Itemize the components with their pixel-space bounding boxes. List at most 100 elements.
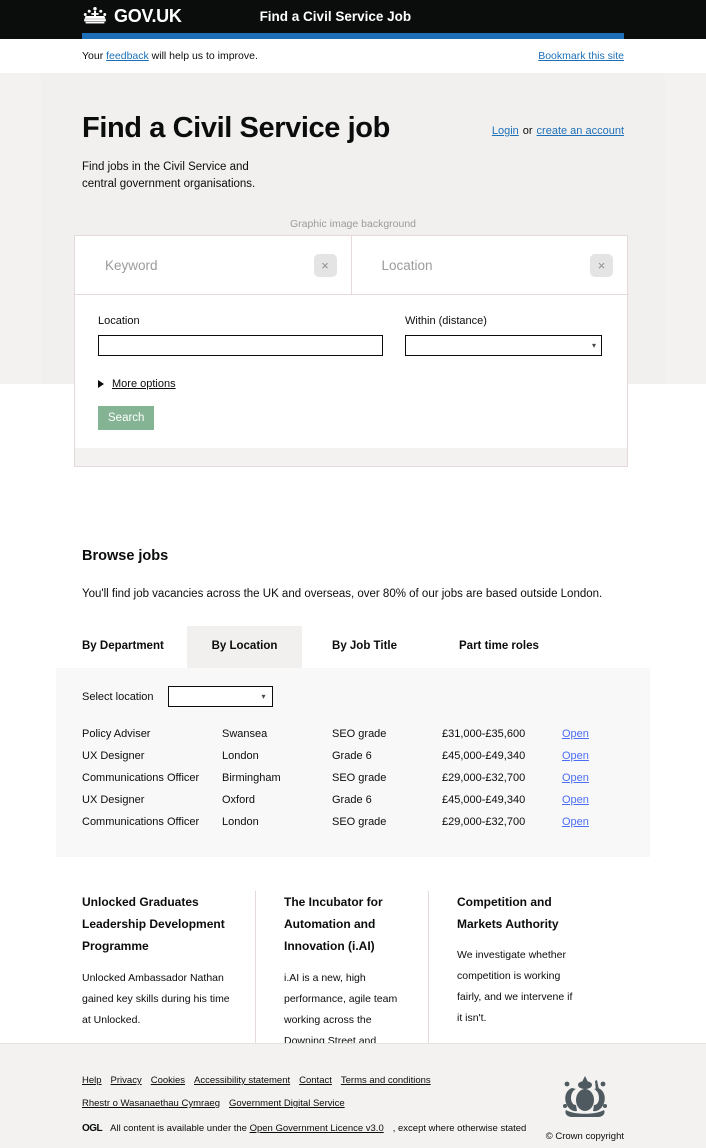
footer-link-cookies[interactable]: Cookies <box>150 1075 186 1086</box>
tab-by-department[interactable]: By Department <box>82 640 164 652</box>
table-row[interactable]: Communications Officer London SEO grade … <box>82 811 624 833</box>
footer-links: Help Privacy Cookies Accessibility statemen… <box>82 1070 526 1142</box>
table-row[interactable]: UX Designer London Grade 6 £45,000-£49,3… <box>82 745 624 767</box>
job-title: Communications Officer <box>82 772 200 784</box>
more-options-label: More options <box>112 378 176 390</box>
job-location: Swansea <box>222 728 268 740</box>
footer-link-contact[interactable]: Contact <box>299 1075 332 1086</box>
open-link[interactable]: Open <box>562 772 589 784</box>
govuk-header: GOV.UK Find a Civil Service Job <box>0 0 706 33</box>
page-title: Find a Civil Service job <box>82 112 390 144</box>
auth-separator: or <box>522 125 533 137</box>
job-grade: Grade 6 <box>332 794 372 806</box>
search-body: Location Within (distance) ▾ More option… <box>75 294 627 448</box>
job-salary: £29,000-£32,700 <box>442 772 526 784</box>
browse-jobs-section: Browse jobs You'll find job vacancies ac… <box>0 398 706 857</box>
job-open-cell: Open <box>562 745 624 767</box>
footer-link-privacy[interactable]: Privacy <box>110 1075 142 1086</box>
chevron-down-icon: ▾ <box>591 340 596 350</box>
blue-accent-bar-wrap <box>0 33 706 39</box>
promo-card-heading: Unlocked Graduates Leadership Developmen… <box>82 895 225 954</box>
keyword-field-wrap: Keyword × <box>75 236 351 294</box>
ogl-text-prefix: All content is available under the <box>110 1123 250 1134</box>
footer-link-help[interactable]: Help <box>82 1075 102 1086</box>
footer-link-terms-and-conditions[interactable]: Terms and conditions <box>340 1075 431 1086</box>
hero-title-row: Find a Civil Service job Login or create a… <box>82 112 624 145</box>
tab-by-location[interactable]: By Location <box>187 626 302 668</box>
job-open-cell: Open <box>562 811 624 833</box>
search-top-row: Keyword × Location × <box>75 236 627 294</box>
crest-column: © Crown copyright <box>546 1070 624 1142</box>
job-title: UX Designer <box>82 794 145 806</box>
table-row[interactable]: Communications Officer Birmingham SEO gr… <box>82 767 624 789</box>
feedback-strip: Your feedback will help us to improve. B… <box>0 39 706 73</box>
promo-card-heading: Competition and Markets Authority <box>457 895 559 932</box>
auth-links: Login or create an account <box>492 113 624 137</box>
open-link[interactable]: Open <box>562 794 589 806</box>
job-grade: SEO grade <box>332 772 387 784</box>
login-link[interactable]: Login <box>491 125 519 137</box>
browse-jobs-intro: You'll find job vacancies across the UK … <box>82 588 603 600</box>
job-location: Oxford <box>222 794 256 806</box>
feedback-prefix: Your <box>82 50 107 62</box>
promo-card-heading: The Incubator for Automation and Innovat… <box>284 895 383 954</box>
feedback-link[interactable]: feedback <box>106 50 149 62</box>
feedback-message: Your feedback will help us to improve. <box>82 50 258 62</box>
select-location-row: Select location ▾ <box>82 686 624 707</box>
browse-tabs: By Department By Location By Job Title P… <box>82 626 624 668</box>
open-link[interactable]: Open <box>562 728 589 740</box>
crown-icon <box>82 5 108 29</box>
location-input[interactable] <box>98 335 383 356</box>
search-panel-footer <box>75 448 627 466</box>
royal-coat-of-arms-icon <box>554 1076 616 1126</box>
job-location: London <box>222 750 259 762</box>
job-grade: Grade 6 <box>332 750 372 762</box>
open-link[interactable]: Open <box>562 816 589 828</box>
location-input-top[interactable]: Location <box>381 257 433 273</box>
within-distance-group: Within (distance) ▾ <box>405 315 602 356</box>
ogl-link[interactable]: Open Government Licence v3.0 <box>249 1123 384 1134</box>
bookmark-site-link[interactable]: Bookmark this site <box>538 50 624 62</box>
browse-jobs-title: Browse jobs <box>82 548 169 564</box>
job-open-cell: Open <box>562 767 624 789</box>
keyword-input[interactable]: Keyword <box>105 257 158 273</box>
table-row[interactable]: Policy Adviser Swansea SEO grade £31,000… <box>82 723 624 745</box>
job-salary: £45,000-£49,340 <box>442 794 526 806</box>
open-link[interactable]: Open <box>562 750 589 762</box>
blue-accent-bar <box>82 33 624 39</box>
footer-link-rhestr-cymraeg[interactable]: Rhestr o Wasanaethau Cymraeg <box>82 1098 220 1109</box>
browse-results-panel: Select location ▾ Policy Adviser Swansea… <box>56 668 650 857</box>
govuk-brand[interactable]: GOV.UK <box>82 5 182 29</box>
tab-part-time-roles[interactable]: Part time roles <box>459 640 539 652</box>
search-panel: Keyword × Location × Location Within (di… <box>74 235 628 467</box>
ogl-text: All content is available under the Open … <box>110 1123 526 1134</box>
ogl-text-suffix: , except where otherwise stated <box>392 1123 527 1134</box>
table-row[interactable]: UX Designer Oxford Grade 6 £45,000-£49,3… <box>82 789 624 811</box>
hero-subtitle: Find jobs in the Civil Service and centr… <box>82 160 256 190</box>
hero-content: Find a Civil Service job Login or create a… <box>82 73 624 230</box>
select-location-label: Select location <box>82 690 154 703</box>
footer-link-government-digital-service[interactable]: Government Digital Service <box>229 1098 345 1109</box>
more-options-toggle[interactable]: More options <box>98 378 604 390</box>
clear-keyword-icon[interactable]: × <box>313 253 337 277</box>
clear-location-icon[interactable]: × <box>590 253 613 277</box>
location-field-group: Location <box>98 315 383 356</box>
graphic-image-background-caption: Graphic image background <box>289 218 417 231</box>
tab-by-job-title[interactable]: By Job Title <box>332 640 397 652</box>
footer-link-accessibility-statement[interactable]: Accessibility statement <box>194 1075 291 1086</box>
crown-copyright: © Crown copyright <box>545 1131 624 1142</box>
search-button[interactable]: Search <box>98 406 155 430</box>
job-location: Birmingham <box>222 772 281 784</box>
job-title: UX Designer <box>82 750 145 762</box>
job-salary: £29,000-£32,700 <box>442 816 526 828</box>
job-salary: £45,000-£49,340 <box>442 750 526 762</box>
service-name: Find a Civil Service Job <box>259 9 412 24</box>
select-location-dropdown[interactable]: ▾ <box>167 686 273 707</box>
jobs-table-body: Policy Adviser Swansea SEO grade £31,000… <box>82 723 624 833</box>
chevron-down-icon: ▾ <box>261 691 266 701</box>
feedback-suffix: will help us to improve. <box>148 50 258 62</box>
create-account-link[interactable]: create an account <box>536 125 624 137</box>
location-label: Location <box>98 315 140 327</box>
job-grade: SEO grade <box>332 816 387 828</box>
within-distance-select[interactable]: ▾ <box>405 335 602 356</box>
